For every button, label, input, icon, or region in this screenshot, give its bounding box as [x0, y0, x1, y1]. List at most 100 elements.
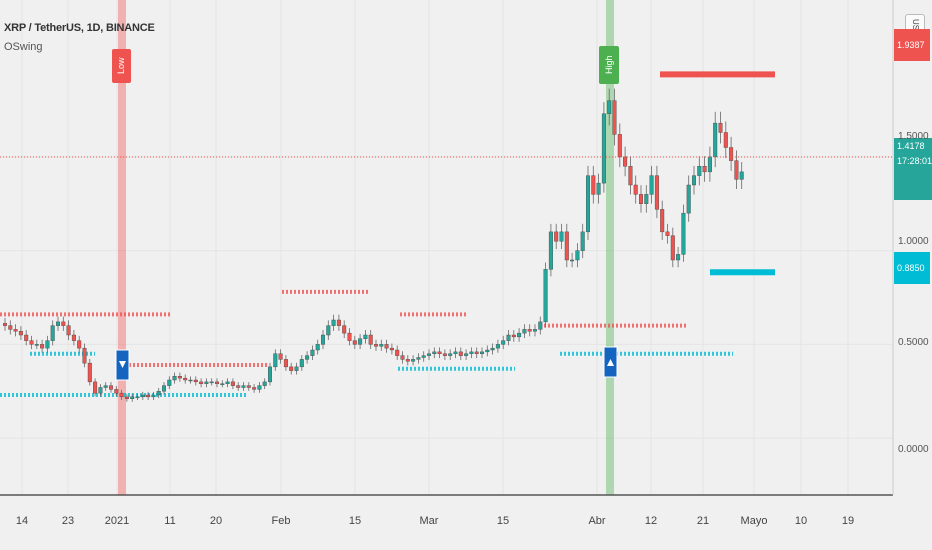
x-tick-label: Mayo [740, 515, 768, 527]
x-tick-label: Feb [271, 515, 291, 527]
candle [474, 351, 479, 354]
swing-low-arrow-marker[interactable] [115, 349, 130, 381]
candle [29, 340, 34, 345]
candle [98, 387, 103, 394]
candle [167, 379, 172, 386]
candle [739, 171, 744, 180]
chart-title: XRP / TetherUS, 1D, BINANCE [4, 22, 155, 34]
candles [3, 88, 744, 402]
candle [193, 379, 198, 383]
candle [124, 396, 129, 399]
high-marker-tag: High [599, 46, 619, 84]
candle [485, 349, 490, 353]
support-price-label: 0.8850 [894, 252, 930, 284]
candle [114, 389, 119, 394]
candle [421, 355, 426, 358]
candle [45, 340, 50, 349]
candle [649, 175, 654, 195]
grid [0, 0, 893, 495]
candle [432, 351, 437, 354]
countdown-timer: 17:28:01 [897, 156, 932, 166]
low-marker-band [118, 0, 126, 495]
candle [517, 332, 522, 338]
candle [135, 396, 140, 399]
candle [310, 349, 315, 356]
candle [713, 122, 718, 158]
candle [458, 351, 463, 356]
candle [283, 359, 288, 368]
candle [103, 385, 108, 388]
candle [729, 147, 734, 161]
candle [321, 334, 326, 345]
candle [506, 334, 511, 341]
candle [411, 359, 416, 362]
candle [389, 347, 394, 351]
candle [697, 166, 702, 176]
candle [294, 366, 299, 371]
candle [71, 334, 76, 341]
candle [273, 353, 278, 368]
candle [130, 396, 135, 399]
candle [734, 160, 739, 180]
candle [352, 340, 357, 345]
candle [363, 334, 368, 339]
candle [3, 323, 7, 326]
x-tick-label: 10 [794, 515, 808, 527]
candle [315, 344, 320, 351]
x-tick-label: 15 [348, 515, 362, 527]
x-tick-label: 20 [209, 515, 223, 527]
candle [384, 344, 389, 349]
candle [686, 184, 691, 214]
candle [326, 325, 331, 336]
candle [511, 334, 516, 338]
candle [289, 366, 294, 371]
candle [554, 231, 559, 242]
candle [342, 325, 347, 334]
candle [607, 100, 612, 114]
candle [177, 376, 182, 379]
candle [395, 349, 400, 356]
swing-levels [0, 71, 775, 397]
current-price-label: 1.4178 17:28:01 [894, 138, 932, 200]
candle [612, 100, 617, 135]
candle [596, 182, 601, 195]
candle [77, 340, 82, 349]
candle [61, 321, 66, 326]
candle [40, 344, 45, 349]
candle [278, 353, 283, 360]
vertical-markers [118, 0, 614, 495]
candle [718, 122, 723, 133]
x-tick-label: 12 [644, 515, 658, 527]
candle [56, 321, 61, 326]
candle [692, 175, 697, 186]
candle [639, 194, 644, 204]
candle [559, 231, 564, 242]
candle [236, 385, 241, 388]
candle [305, 355, 310, 360]
candle [469, 351, 474, 354]
candle [416, 357, 421, 360]
x-tick-label: 23 [61, 515, 75, 527]
candle [230, 381, 235, 386]
candle [676, 254, 681, 261]
candle [13, 329, 18, 332]
candle [156, 391, 161, 396]
y-tick-label: 0.5000 [898, 337, 929, 348]
x-tick-label: 21 [696, 515, 710, 527]
swing-high-arrow-marker[interactable] [603, 346, 618, 378]
candle [495, 344, 500, 349]
candle [533, 329, 538, 332]
candle [564, 231, 569, 261]
current-price-value: 1.4178 [897, 141, 925, 151]
candle [140, 394, 145, 398]
candle [331, 319, 336, 326]
y-tick-label: 1.0000 [898, 236, 929, 247]
candle [368, 334, 373, 345]
candle [723, 132, 728, 148]
candle [543, 269, 548, 323]
indicator-name[interactable]: OSwing [4, 41, 43, 53]
candle [702, 166, 707, 173]
candle [214, 381, 219, 384]
candle [241, 385, 246, 388]
